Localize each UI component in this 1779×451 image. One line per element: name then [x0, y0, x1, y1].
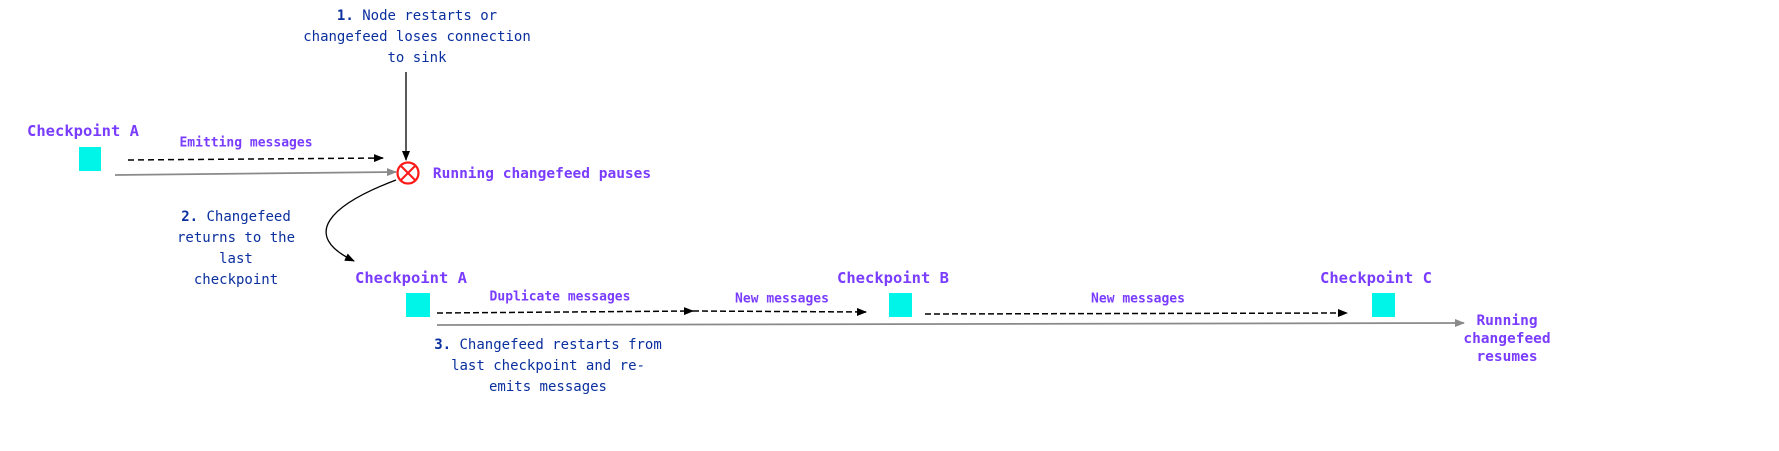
step-number: 1.	[336, 8, 354, 24]
note-step-1: 1. Node restarts or changefeed loses con…	[303, 6, 531, 69]
emitting-messages-label: Emitting messages	[179, 135, 313, 151]
new-messages-arrow-2	[924, 309, 1348, 318]
note-step-2: 2. Changefeed returns to the last checkp…	[177, 207, 295, 291]
step-number: 3.	[434, 337, 452, 353]
checkpoint-a-restart-label: Checkpoint A	[355, 269, 467, 287]
checkpoint-a-label: Checkpoint A	[27, 122, 139, 140]
note-text: Changefeed returns to the last checkpoin…	[176, 209, 296, 288]
note-text: Node restarts or changefeed loses connec…	[303, 8, 531, 66]
checkpoint-a-restart-marker	[406, 293, 430, 317]
second-run-timeline	[436, 319, 1465, 328]
emitting-messages-arrow	[127, 154, 384, 163]
new-messages-label-1: New messages	[735, 291, 829, 307]
checkpoint-b-marker	[889, 293, 912, 317]
checkpoint-c-label: Checkpoint C	[1320, 269, 1432, 287]
duplicate-messages-label: Duplicate messages	[489, 289, 631, 305]
checkpoint-b-label: Checkpoint B	[837, 269, 949, 287]
note-text: Changefeed restarts from last checkpoint…	[451, 337, 662, 395]
checkpoint-a-marker	[79, 147, 101, 171]
new-messages-label-2: New messages	[1091, 291, 1185, 307]
resumed-state-label: Running changefeed resumes	[1463, 313, 1551, 365]
step-number: 2.	[181, 209, 199, 225]
paused-state-label: Running changefeed pauses	[432, 166, 652, 182]
new-messages-arrow-1	[692, 307, 867, 316]
checkpoint-c-marker	[1372, 293, 1395, 317]
return-to-checkpoint-arrow	[325, 179, 397, 262]
duplicate-messages-arrow	[436, 307, 694, 316]
first-run-timeline	[114, 168, 397, 177]
circle-x-icon	[396, 161, 420, 185]
note-step-3: 3. Changefeed restarts from last checkpo…	[434, 335, 662, 398]
